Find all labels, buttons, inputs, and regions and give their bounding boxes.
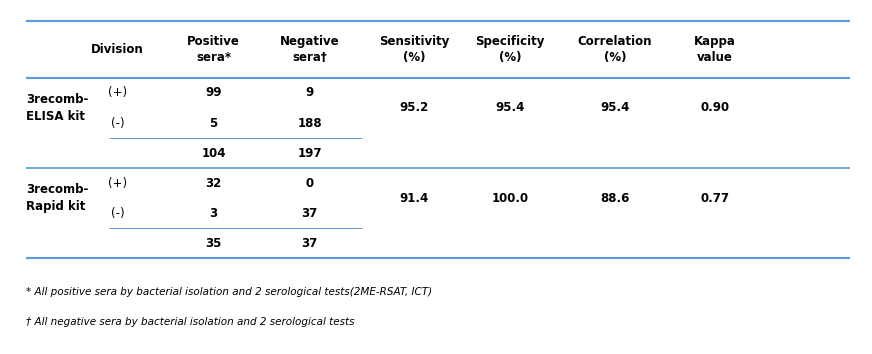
Text: Sensitivity
(%): Sensitivity (%) (379, 35, 449, 64)
Text: 0.90: 0.90 (700, 102, 730, 114)
Text: Correlation
(%): Correlation (%) (577, 35, 652, 64)
Text: (-): (-) (111, 207, 125, 220)
Text: 3: 3 (209, 207, 218, 220)
Text: 3recomb-
Rapid kit: 3recomb- Rapid kit (26, 183, 89, 213)
Text: 95.4: 95.4 (495, 102, 525, 114)
Text: 99: 99 (206, 86, 221, 99)
Text: 35: 35 (206, 237, 221, 250)
Text: (+): (+) (108, 86, 127, 99)
Text: (-): (-) (111, 116, 125, 130)
Text: 0: 0 (305, 177, 314, 190)
Text: Negative
sera†: Negative sera† (280, 35, 339, 64)
Text: Kappa
value: Kappa value (694, 35, 736, 64)
Text: 104: 104 (201, 147, 226, 160)
Text: 95.4: 95.4 (600, 102, 630, 114)
Text: 37: 37 (302, 207, 317, 220)
Text: * All positive sera by bacterial isolation and 2 serological tests(2ME-RSAT, ICT: * All positive sera by bacterial isolati… (26, 287, 433, 297)
Text: 197: 197 (297, 147, 322, 160)
Text: 5: 5 (209, 116, 218, 130)
Text: 32: 32 (206, 177, 221, 190)
Text: Specificity
(%): Specificity (%) (475, 35, 545, 64)
Text: Division: Division (92, 43, 144, 56)
Text: 37: 37 (302, 237, 317, 250)
Text: 9: 9 (305, 86, 314, 99)
Text: † All negative sera by bacterial isolation and 2 serological tests: † All negative sera by bacterial isolati… (26, 317, 355, 327)
Text: 91.4: 91.4 (399, 192, 429, 205)
Text: 0.77: 0.77 (700, 192, 730, 205)
Text: 188: 188 (297, 116, 322, 130)
Text: Positive
sera*: Positive sera* (187, 35, 240, 64)
Text: 95.2: 95.2 (399, 102, 429, 114)
Text: 88.6: 88.6 (600, 192, 630, 205)
Text: 100.0: 100.0 (492, 192, 528, 205)
Text: (+): (+) (108, 177, 127, 190)
Text: 3recomb-
ELISA kit: 3recomb- ELISA kit (26, 93, 89, 123)
